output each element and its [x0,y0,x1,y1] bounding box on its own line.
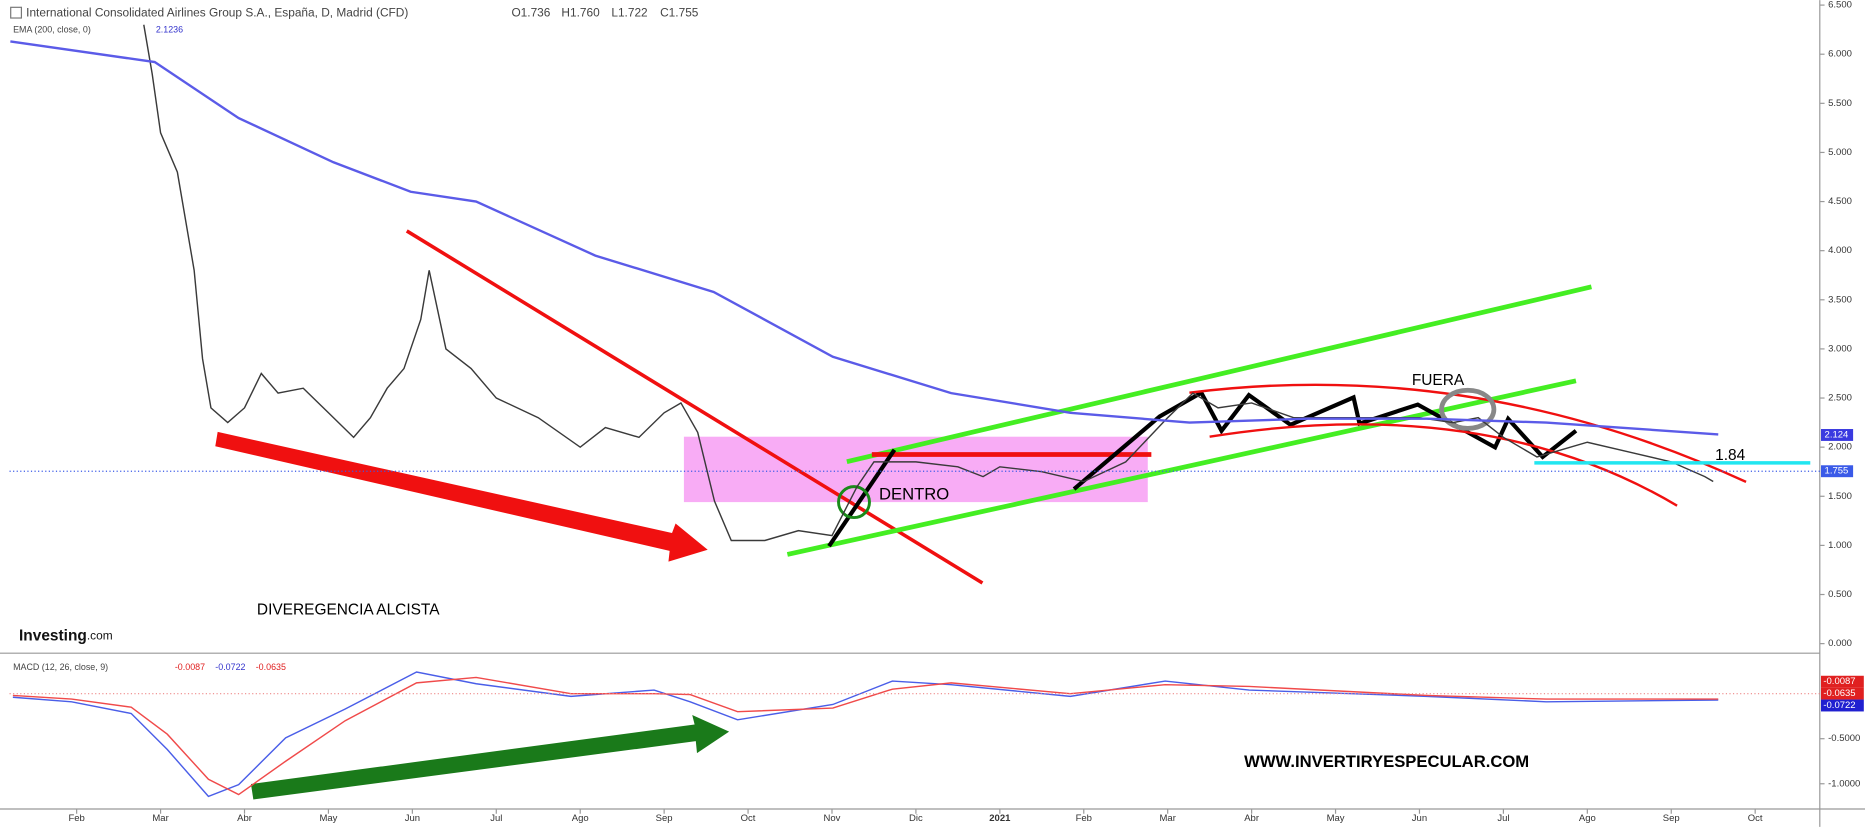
y-tick-label: 2.500 [1828,393,1852,404]
x-tick-label: 2021 [989,813,1011,824]
y-tick-label: 6.500 [1828,0,1852,11]
y-tick-label: 0.000 [1828,638,1852,649]
y-tick-label: 1.000 [1828,540,1852,551]
y-tick-label: 4.500 [1828,196,1852,207]
logo: Investing.com [19,628,113,645]
y-tick-label: 0.500 [1828,589,1852,600]
y-tick-label: -0.5000 [1828,733,1860,744]
macd-box [1820,687,1864,700]
y-tick-label: 6.000 [1828,49,1852,60]
macd-line-a [12,671,1719,798]
x-tick-label: Mar [152,813,168,824]
macd-box-label: -0.0722 [1823,700,1855,711]
x-tick-label: Jun [1412,813,1427,824]
y-tick-label: -1.0000 [1828,778,1860,789]
macd-legend-value: -0.0722 [215,662,245,672]
price-box-label: 1.755 [1825,466,1849,477]
x-tick-label: Dic [909,813,923,824]
x-tick-label: Feb [68,813,84,824]
annotation: DENTRO [879,484,949,503]
annotation: FUERA [1412,372,1465,389]
macd-legend-value: -0.0087 [175,662,205,672]
x-tick-label: Nov [824,813,841,824]
x-tick-label: Abr [237,813,252,824]
logo-suffix: .com [87,629,113,643]
y-tick-label: 5.000 [1828,147,1852,158]
x-tick-label: Mar [1160,813,1176,824]
downtrend-line [405,229,984,585]
channel-upper [846,284,1592,464]
y-tick-label: 3.000 [1828,343,1852,354]
channel-lower [786,378,1577,557]
macd-line-b [12,676,1719,796]
level-label: 1.84 [1715,447,1745,464]
x-tick-label: Sep [1663,813,1680,824]
x-tick-label: Jul [1497,813,1509,824]
x-tick-label: Feb [1076,813,1092,824]
ohlc-open: O1.736 [511,5,550,19]
x-tick-label: Oct [741,813,756,824]
x-tick-label: May [1327,813,1345,824]
chart-title: International Consolidated Airlines Grou… [26,5,408,19]
ema-legend: EMA (200, close, 0) [13,24,91,34]
price-box [1820,465,1854,478]
x-tick-label: Abr [1244,813,1259,824]
arc-upper [1189,383,1747,483]
macd-box-label: -0.0635 [1823,688,1855,699]
x-tick-label: Sep [656,813,673,824]
logo-main: Investing [19,628,87,645]
ema-legend-value: 2.1236 [156,24,183,34]
price-box [1820,429,1854,441]
x-tick-label: May [319,813,337,824]
green-arrow [250,715,730,800]
collapse-icon[interactable] [10,6,23,19]
macd-box-label: -0.0087 [1823,676,1855,687]
x-tick-label: Ago [572,813,589,824]
watermark-url: WWW.INVERTIRYESPECULAR.COM [1244,752,1529,771]
annotation: DIVEREGENCIA ALCISTA [257,601,440,618]
macd-box [1820,699,1864,712]
zigzag [1072,389,1578,491]
macd-box [1820,675,1864,688]
x-tick-label: Oct [1748,813,1763,824]
x-tick-label: Ago [1579,813,1596,824]
macd-legend-value: -0.0635 [256,662,286,672]
zigzag [827,448,897,548]
y-tick-label: 3.500 [1828,294,1852,305]
ohlc-high: H1.760 [561,5,600,19]
entry-circle [837,485,871,520]
macd-legend: MACD (12, 26, close, 9) [13,662,108,672]
red-arrow [215,431,708,562]
y-tick-label: 1.500 [1828,491,1852,502]
x-tick-label: Jul [490,813,502,824]
ohlc-low: L1.722 [611,5,647,19]
y-tick-label: 2.000 [1828,442,1852,453]
price-line-b [10,40,1719,436]
arc-lower [1209,423,1678,507]
price-box-label: 2.124 [1825,429,1849,440]
exit-ellipse [1439,387,1497,431]
y-tick-label: 5.500 [1828,98,1852,109]
x-tick-label: Jun [405,813,420,824]
y-tick-label: 4.000 [1828,245,1852,256]
ohlc-close: C1.755 [660,5,699,19]
